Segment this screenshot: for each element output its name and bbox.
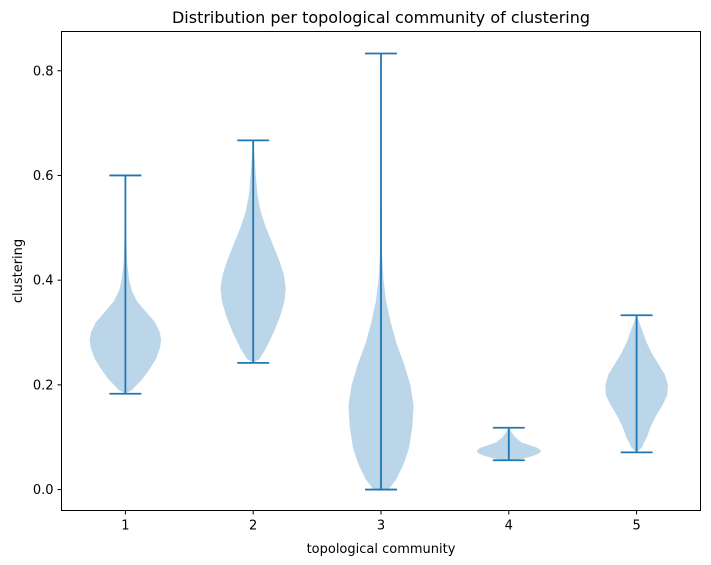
y-tick-label-2: 0.4 <box>33 274 54 289</box>
x-tick-label-3: 4 <box>505 519 513 534</box>
x-tick-label-0: 1 <box>121 519 129 534</box>
plot-frame <box>61 31 701 511</box>
x-tick-label-2: 3 <box>377 519 385 534</box>
y-tick-label-1: 0.2 <box>33 378 54 393</box>
y-tick-label-0: 0.0 <box>33 483 54 498</box>
y-tick-label-3: 0.6 <box>33 169 54 184</box>
x-tick-label-4: 5 <box>632 519 640 534</box>
y-axis: 0.0 0.2 0.4 0.6 0.8 <box>33 64 62 498</box>
y-tick-label-4: 0.8 <box>33 64 54 79</box>
violin-group <box>89 52 668 491</box>
x-axis: 1 2 3 4 5 <box>121 510 641 534</box>
chart-title: Distribution per topological community o… <box>172 8 590 27</box>
y-axis-label: clustering <box>11 239 26 303</box>
x-axis-label: topological community <box>307 542 456 557</box>
x-tick-label-1: 2 <box>249 519 257 534</box>
